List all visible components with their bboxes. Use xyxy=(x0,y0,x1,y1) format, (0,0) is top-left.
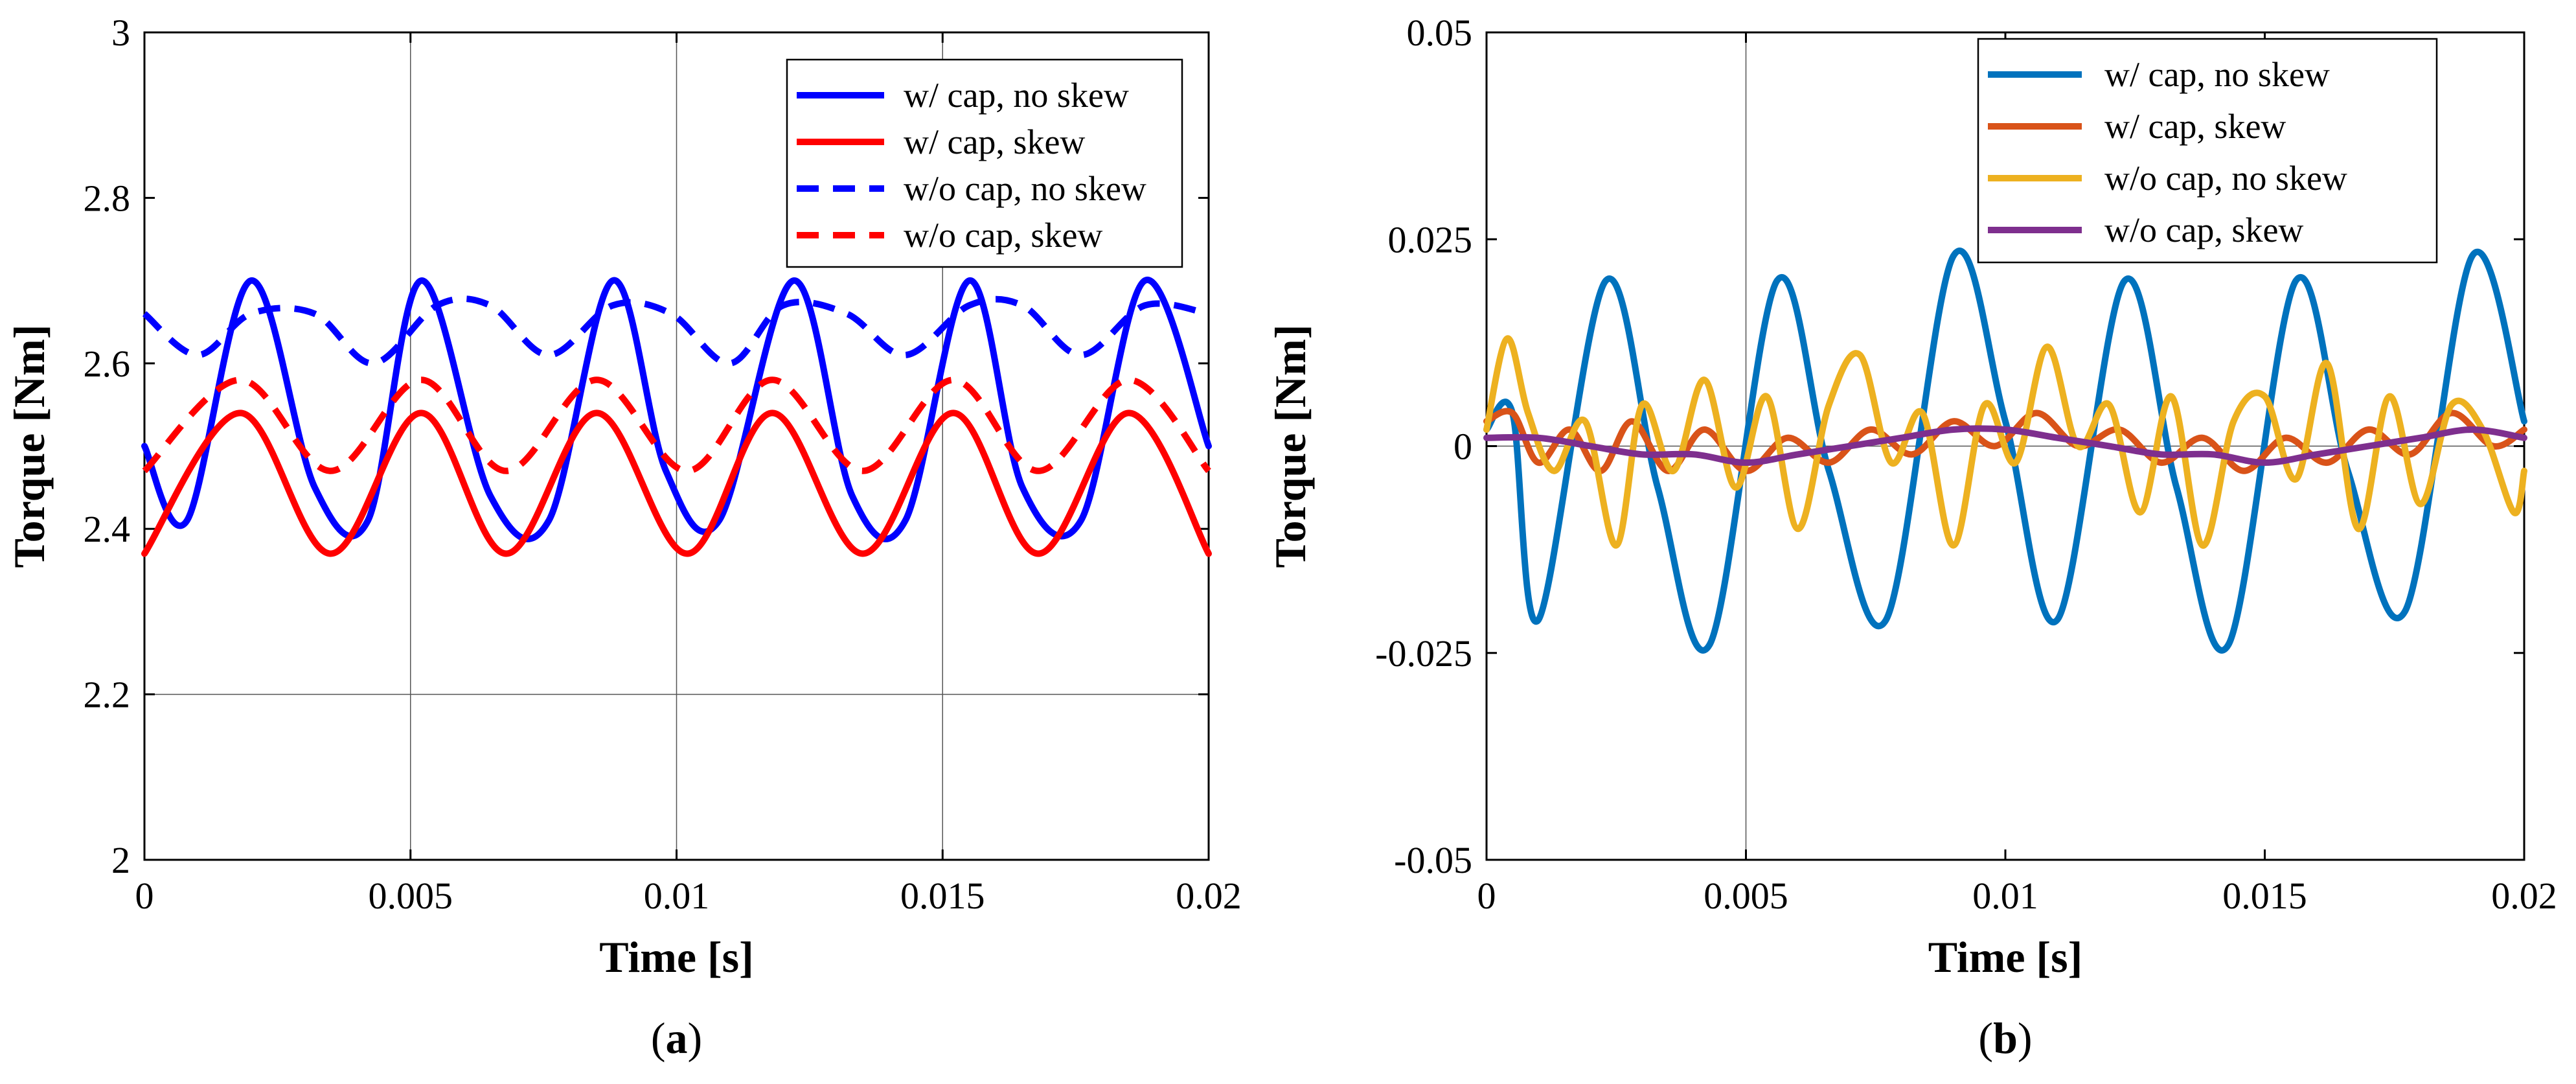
b-legend-entry: w/ cap, no skew xyxy=(2104,55,2330,94)
b-legend-entry: w/o cap, no skew xyxy=(2104,159,2347,198)
panel-b: 0 0.005 0.01 0.015 0.02 -0.05 -0.025 0 0… xyxy=(1266,12,2557,1063)
a-series-group xyxy=(141,277,1212,557)
a-ytick-label: 2.4 xyxy=(84,508,131,550)
a-xtick-label: 0 xyxy=(135,875,154,917)
b-x-axis-label: Time [s] xyxy=(1928,932,2083,982)
a-ytick-label: 2 xyxy=(111,839,130,881)
a-legend-entry: w/ cap, skew xyxy=(904,122,1085,161)
a-xtick-label: 0.01 xyxy=(644,875,710,917)
a-y-axis-label: Torque [Nm] xyxy=(5,325,54,568)
b-ytick-label: -0.05 xyxy=(1394,839,1472,881)
a-ytick-label: 3 xyxy=(111,12,130,54)
a-series-line-2 xyxy=(141,409,1212,557)
a-legend-entry: w/ cap, no skew xyxy=(904,76,1129,115)
a-ytick-label: 2.8 xyxy=(84,177,131,219)
b-series-line-4 xyxy=(1483,425,2527,466)
b-xtick-label: 0.02 xyxy=(2491,875,2557,917)
b-ytick-label: 0.05 xyxy=(1407,12,1473,54)
b-legend: w/ cap, no skew w/ cap, skew w/o cap, no… xyxy=(1977,38,2438,264)
panel-a: 0 0.005 0.01 0.015 0.02 2 2.2 2.4 2.6 2.… xyxy=(5,12,1242,1063)
a-panel-label: (a) xyxy=(651,1013,702,1063)
b-legend-entry: w/ cap, skew xyxy=(2104,107,2286,146)
b-panel-label: (b) xyxy=(1978,1013,2032,1063)
b-xtick-label: 0.005 xyxy=(1704,875,1788,917)
a-ytick-label: 2.6 xyxy=(84,343,131,385)
b-series-group xyxy=(1483,248,2527,654)
a-legend-entry: w/o cap, no skew xyxy=(904,169,1146,208)
b-panel-letter: b xyxy=(1993,1013,2018,1063)
b-ytick-label: 0.025 xyxy=(1388,218,1473,260)
b-ytick-label: -0.025 xyxy=(1375,632,1472,675)
a-legend-entry: w/o cap, skew xyxy=(904,216,1102,255)
b-xtick-label: 0.01 xyxy=(1972,875,2038,917)
a-series-line-1 xyxy=(141,277,1212,542)
a-legend: w/ cap, no skew w/ cap, skew w/o cap, no… xyxy=(786,58,1183,268)
b-ytick-label: 0 xyxy=(1453,426,1472,468)
b-legend-entry: w/o cap, skew xyxy=(2104,211,2303,249)
a-xtick-label: 0.02 xyxy=(1176,875,1242,917)
b-series-line-3 xyxy=(1483,335,2527,549)
b-y-axis-label: Torque [Nm] xyxy=(1266,325,1315,568)
a-tick-marks xyxy=(143,31,1210,861)
b-xtick-label: 0 xyxy=(1477,875,1496,917)
a-xtick-label: 0.005 xyxy=(369,875,453,917)
b-xtick-label: 0.015 xyxy=(2222,875,2307,917)
a-ytick-label: 2.2 xyxy=(84,674,131,716)
a-x-axis-label: Time [s] xyxy=(599,932,754,982)
a-panel-letter: a xyxy=(666,1013,688,1063)
a-series-line-4 xyxy=(142,376,1211,474)
a-xtick-label: 0.015 xyxy=(900,875,985,917)
